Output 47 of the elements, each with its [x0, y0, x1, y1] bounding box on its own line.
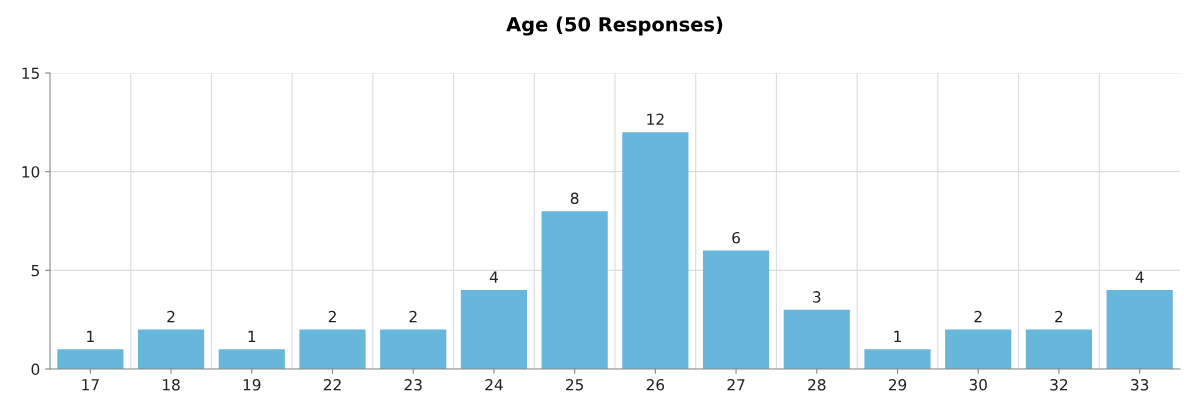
bar: [137, 329, 205, 369]
bar: [218, 349, 285, 369]
x-tick-label: 26: [646, 378, 665, 391]
bar: [1106, 290, 1173, 369]
data-label: 6: [732, 231, 740, 244]
x-tick-label: 22: [323, 378, 341, 391]
x-tick-label: 28: [808, 378, 826, 391]
data-label: 2: [1055, 310, 1063, 323]
x-tick-label: 29: [888, 378, 907, 391]
data-label: 12: [647, 113, 664, 125]
x-tick-label: 23: [404, 378, 422, 391]
chart-title: Age (50 Responses): [506, 16, 723, 36]
x-tick-label: 17: [82, 379, 99, 391]
data-label: 2: [974, 310, 982, 323]
x-tick-label: 27: [727, 378, 745, 391]
bar: [541, 211, 608, 369]
bar: [460, 290, 528, 369]
y-tick-label: 5: [31, 265, 39, 277]
data-label: 1: [248, 330, 256, 342]
bar: [57, 349, 124, 369]
data-label: 2: [167, 310, 175, 323]
x-tick-label: 32: [1050, 378, 1068, 391]
x-tick-label: 30: [969, 378, 987, 391]
data-label: 4: [489, 271, 498, 283]
data-label: 8: [570, 192, 579, 205]
data-label: 2: [328, 310, 336, 323]
bar: [622, 132, 689, 369]
bar: [864, 349, 931, 369]
x-tick-label: 19: [243, 378, 261, 391]
bar: [945, 329, 1012, 369]
y-tick-label: 15: [22, 67, 39, 80]
x-tick-label: 24: [485, 378, 503, 391]
bar: [783, 309, 850, 369]
y-tick-label: 0: [31, 363, 40, 376]
x-tick-label: 18: [163, 378, 180, 391]
bar: [702, 250, 770, 369]
data-label: 1: [87, 330, 94, 342]
data-label: 1: [894, 330, 901, 342]
x-tick-label: 25: [566, 378, 584, 391]
bar: [380, 329, 447, 369]
y-tick-label: 10: [22, 166, 40, 178]
x-tick-label: 33: [1131, 378, 1149, 391]
data-label: 2: [409, 310, 417, 323]
bar: [1025, 329, 1093, 369]
data-label: 3: [813, 291, 821, 303]
data-label: 4: [1135, 271, 1144, 283]
bar: [299, 329, 366, 369]
